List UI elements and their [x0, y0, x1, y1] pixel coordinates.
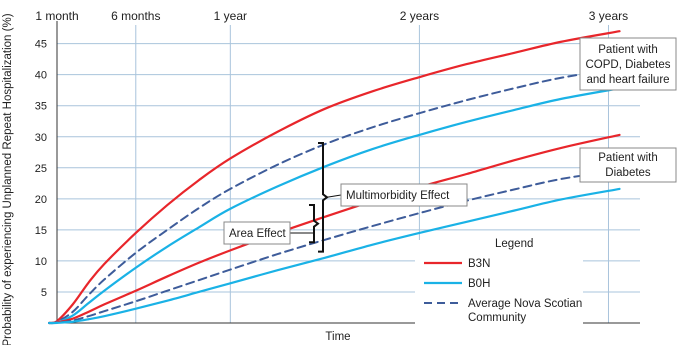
y-tick-20: 20 [35, 194, 47, 206]
legend-label-average-line2: Community [468, 312, 526, 324]
time-tick-1-month: 1 month [35, 9, 78, 23]
group-label-diabetes: Patient with Diabetes [579, 147, 677, 183]
legend: Legend B3N B0H Average Nova Scotian Comm… [415, 238, 583, 326]
time-tick-1-year: 1 year [214, 9, 247, 23]
multimorbidity-effect-box: Multimorbidity Effect [340, 183, 468, 207]
time-tick-6-months: 6 months [111, 9, 160, 23]
y-tick-40: 40 [35, 70, 47, 82]
y-tick-labels: 5 10 15 20 25 30 35 40 45 [35, 39, 47, 299]
series-line-b3n-diabetes [48, 133, 621, 325]
legend-label-b3n: B3N [468, 258, 490, 270]
series-line-b0h-copd-diabetes-and-heart-failure [48, 87, 621, 325]
effect-brackets [290, 141, 342, 253]
time-tick-labels: 1 month 6 months 1 year 2 years 3 years [35, 9, 628, 23]
y-tick-30: 30 [35, 132, 47, 144]
legend-title: Legend [495, 238, 533, 250]
y-tick-5: 5 [41, 287, 47, 299]
data-series [48, 30, 621, 325]
group-label-copd-diabetes-hf: Patient with COPD, Diabetes and heart fa… [579, 37, 677, 91]
series-line-average-nova-scotian-community-copd-diabetes-and-heart-failure [48, 67, 621, 325]
y-axis-label: Probability of experiencing Unplanned Re… [2, 13, 14, 345]
group-low-line1: Patient with [598, 152, 657, 164]
series-line-average-nova-scotian-community-diabetes [48, 169, 621, 324]
x-axis-label: Time [325, 331, 350, 343]
y-tick-45: 45 [35, 39, 47, 51]
group-high-line2: COPD, Diabetes [585, 59, 670, 71]
time-tick-3-years: 3 years [589, 9, 628, 23]
group-high-line3: and heart failure [586, 74, 669, 86]
multimorbidity-effect-label: Multimorbidity Effect [346, 190, 450, 202]
series-line-b3n-copd-diabetes-and-heart-failure [48, 30, 621, 325]
area-effect-box: Area Effect [223, 221, 291, 245]
multimorbidity-connector [326, 194, 342, 198]
area-bracket [309, 204, 320, 244]
y-tick-10: 10 [35, 256, 47, 268]
y-tick-15: 15 [35, 225, 47, 237]
time-tick-2-years: 2 years [400, 9, 439, 23]
legend-label-b0h: B0H [468, 278, 490, 290]
area-effect-label: Area Effect [229, 228, 286, 240]
group-high-line1: Patient with [598, 44, 657, 56]
y-tick-25: 25 [35, 163, 47, 175]
series-line-b0h-diabetes [48, 187, 621, 325]
multimorbidity-bracket [318, 141, 329, 253]
y-tick-35: 35 [35, 101, 47, 113]
legend-label-average: Average Nova Scotian [468, 298, 582, 310]
group-low-line2: Diabetes [605, 167, 651, 179]
